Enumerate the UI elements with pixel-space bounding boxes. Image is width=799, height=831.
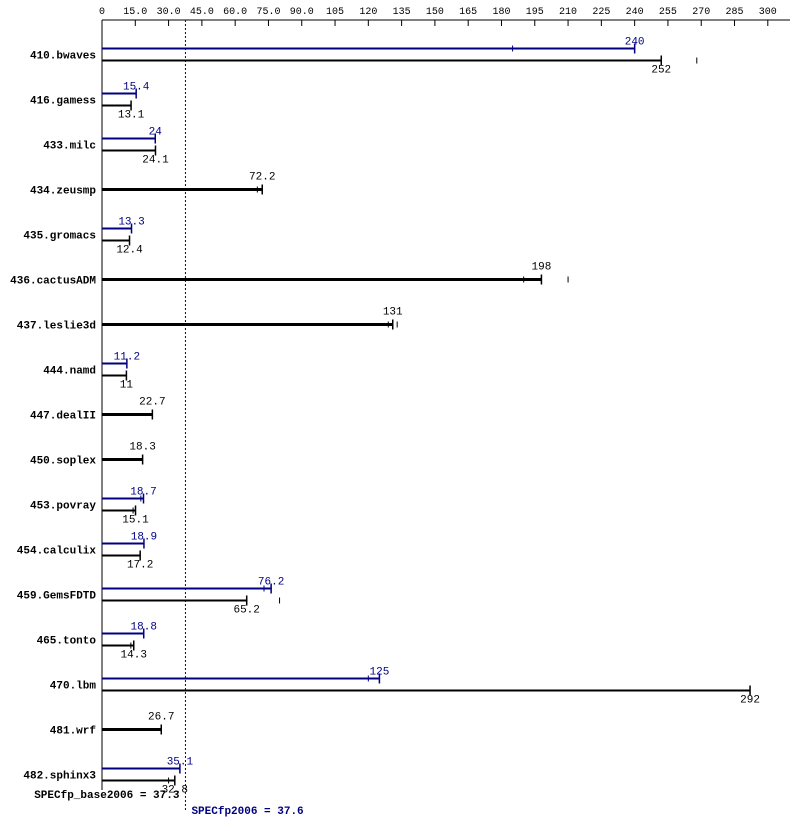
axis-tick-label: 180: [492, 7, 510, 18]
value-label: 22.7: [139, 397, 165, 409]
benchmark-label: 444.namd: [43, 366, 96, 378]
axis-tick-label: 45.0: [190, 7, 214, 18]
axis-tick-label: 15.0: [123, 7, 147, 18]
value-label-blue: 13.3: [118, 217, 144, 229]
value-label-black: 12.4: [116, 245, 143, 257]
value-label-black: 17.2: [127, 560, 153, 572]
benchmark-label: 481.wrf: [50, 726, 97, 738]
benchmark-row: 416.gamess 15.4 13.1: [30, 82, 150, 122]
benchmark-label: 450.soplex: [30, 456, 96, 468]
axis-tick-label: 30.0: [157, 7, 181, 18]
value-label-black: 11: [120, 380, 134, 392]
benchmark-row: 450.soplex 18.3: [30, 442, 156, 468]
benchmark-label: 410.bwaves: [30, 51, 96, 63]
benchmark-row: 444.namd 11.2 11: [43, 352, 140, 392]
benchmark-row: 434.zeusmp 72.2: [30, 172, 275, 198]
value-label-black: 252: [651, 65, 671, 77]
benchmark-row: 447.dealII 22.7: [30, 397, 166, 423]
axis-tick-label: 105: [326, 7, 344, 18]
benchmark-label: 470.lbm: [50, 681, 97, 693]
benchmark-label: 434.zeusmp: [30, 186, 96, 198]
axis-tick-label: 165: [459, 7, 477, 18]
footer-base-label: SPECfp_base2006 = 37.3: [34, 790, 180, 802]
benchmark-label: 435.gromacs: [23, 231, 96, 243]
benchmark-label: 447.dealII: [30, 411, 96, 423]
benchmark-label: 416.gamess: [30, 96, 96, 108]
value-label-blue: 240: [625, 37, 645, 49]
axis-tick-label: 255: [659, 7, 677, 18]
spec-chart: 0 15.0 30.0 45.0 60.0 75.0 90.0 105 120 135 150 165…: [0, 0, 799, 831]
value-label-black: 65.2: [233, 605, 259, 617]
benchmark-label: 437.leslie3d: [17, 321, 96, 333]
axis-tick-label: 240: [626, 7, 644, 18]
axis-tick-label: 90.0: [290, 7, 314, 18]
axis-tick-label: 270: [692, 7, 710, 18]
value-label-blue: 18.9: [131, 532, 157, 544]
axis-tick-label: 150: [426, 7, 444, 18]
value-label-black: 24.1: [142, 155, 169, 167]
axis-tick-label: 225: [592, 7, 610, 18]
benchmark-row: 454.calculix 18.9 17.2: [17, 532, 157, 572]
benchmark-row: 481.wrf 26.7: [50, 712, 175, 738]
value-label: 131: [383, 307, 403, 319]
benchmark-row: 465.tonto 18.8 14.3: [37, 622, 157, 662]
axis-tick-label: 195: [526, 7, 544, 18]
benchmark-label: 465.tonto: [37, 636, 97, 648]
benchmark-label: 433.milc: [43, 141, 96, 153]
benchmark-row: 436.cactusADM 198: [10, 262, 568, 288]
benchmark-label: 454.calculix: [17, 546, 97, 558]
value-label: 198: [532, 262, 552, 274]
value-label-blue: 15.4: [123, 82, 150, 94]
value-label-blue: 11.2: [114, 352, 140, 364]
value-label-blue: 18.8: [131, 622, 157, 634]
value-label-blue: 24: [149, 127, 163, 139]
value-label-blue: 18.7: [130, 487, 156, 499]
benchmark-row: 437.leslie3d 131: [17, 307, 403, 333]
benchmark-label: 459.GemsFDTD: [17, 591, 97, 603]
benchmark-row: 470.lbm 125 292: [50, 667, 760, 707]
benchmark-row: 435.gromacs 13.3 12.4: [23, 217, 144, 257]
axis-tick-label: 0: [99, 7, 105, 18]
footer-peak-label: SPECfp2006 = 37.6: [191, 806, 303, 818]
value-label-blue: 35.1: [167, 757, 194, 769]
value-label: 72.2: [249, 172, 275, 184]
value-label-black: 292: [740, 695, 760, 707]
value-label-blue: 76.2: [258, 577, 284, 589]
axis-tick-label: 285: [726, 7, 744, 18]
benchmark-row: 459.GemsFDTD 76.2 65.2: [17, 577, 285, 617]
value-label: 18.3: [129, 442, 155, 454]
benchmark-label: 453.povray: [30, 501, 96, 513]
axis-tick-label: 135: [393, 7, 411, 18]
axis-tick-label: 60.0: [223, 7, 247, 18]
axis-tick-label: 75.0: [256, 7, 280, 18]
benchmark-label: 436.cactusADM: [10, 276, 96, 288]
benchmark-row: 433.milc 24 24.1: [43, 127, 169, 167]
value-label-black: 14.3: [121, 650, 147, 662]
value-label-black: 15.1: [122, 515, 149, 527]
axis-tick-label: 210: [559, 7, 577, 18]
value-label-black: 13.1: [118, 110, 145, 122]
value-label: 26.7: [148, 712, 174, 724]
axis-tick-label: 300: [759, 7, 777, 18]
value-label-blue: 125: [370, 667, 390, 679]
x-axis: 0 15.0 30.0 45.0 60.0 75.0 90.0 105 120 135 150 165…: [99, 7, 790, 26]
benchmark-label: 482.sphinx3: [23, 771, 96, 783]
benchmark-row: 453.povray 18.7 15.1: [30, 487, 157, 527]
benchmark-row: 410.bwaves 240 252: [30, 37, 697, 77]
axis-tick-label: 120: [359, 7, 377, 18]
